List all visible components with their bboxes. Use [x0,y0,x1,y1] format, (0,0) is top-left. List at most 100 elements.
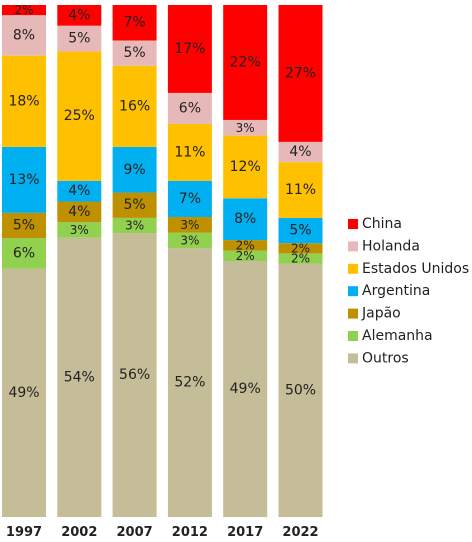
legend-label-estados-unidos: Estados Unidos [362,261,469,277]
bar-segment-japão-2012 [167,217,212,233]
category-label-2017: 2017 [227,525,263,540]
bar-segment-alemanha-2022 [278,253,323,264]
bar-segment-outros-2007 [112,233,157,517]
data-label: 7% [179,191,201,207]
data-label: 12% [230,159,261,175]
legend-swatch-holanda [348,241,358,252]
bar-segment-japão-2007 [112,192,157,218]
data-label: 4% [289,144,311,160]
data-label: 50% [285,382,316,398]
bar-segment-china-2007 [112,5,157,41]
bar-segment-alemanha-2002 [57,222,102,238]
category-label-2022: 2022 [282,525,318,540]
data-label: 3% [180,233,199,247]
category-label-2002: 2002 [61,525,97,540]
bar-segment-estados-unidos-2022 [278,162,323,218]
bar-segment-argentina-2017 [223,198,268,241]
bar-segment-alemanha-2017 [223,250,268,261]
bar-segment-outros-1997 [2,268,46,517]
data-label: 2% [291,251,310,265]
data-label: 3% [70,223,89,237]
legend-swatch-estados-unidos [348,263,358,274]
category-label-1997: 1997 [6,525,42,540]
legend: China Holanda Estados Unidos Argentina Japão… [348,216,469,366]
data-label: 16% [119,98,150,114]
data-label: 6% [13,245,35,261]
data-label: 8% [13,27,35,43]
data-label: 11% [174,144,205,160]
data-label: 54% [64,369,95,385]
data-label: 27% [285,65,316,81]
category-labels: 1997 2002 2007 2012 2017 2022 [6,525,319,540]
legend-swatch-alemanha [348,331,358,341]
data-label: 52% [174,375,205,391]
data-label: 56% [119,367,150,383]
bar-segment-argentina-2012 [167,180,212,218]
data-label: 4% [68,7,90,23]
data-label: 5% [68,31,90,47]
legend-label-outros: Outros [362,350,409,366]
bar-segment-alemanha-2007 [112,217,157,234]
bar-segment-estados-unidos-2012 [167,123,212,181]
bar-segment-japão-2022 [278,243,323,254]
bar-segment-estados-unidos-1997 [2,55,46,147]
bar-segment-argentina-2022 [278,217,323,244]
bar-segment-japão-2002 [57,201,102,223]
data-label: 11% [285,182,316,198]
data-label: 5% [123,197,145,213]
data-label: 25% [64,108,95,124]
bar-segment-japão-1997 [2,212,46,239]
data-label: 4% [68,204,90,220]
bar-segment-china-2002 [57,5,102,26]
legend-label-holanda: Holanda [362,238,420,254]
legend-label-japão: Japão [361,306,401,322]
legend-label-argentina: Argentina [362,283,430,299]
bar-segment-holanda-2002 [57,25,102,52]
legend-swatch-argentina [348,286,358,297]
legend-swatch-japão [348,308,358,319]
bar-segment-argentina-2007 [112,146,157,193]
data-label: 3% [236,121,255,135]
legend-swatch-china [348,219,358,229]
data-label: 4% [68,183,90,199]
bar-segment-outros-2022 [278,263,323,517]
data-label: 3% [125,219,144,233]
bar-segment-argentina-1997 [2,146,46,213]
bar-segment-estados-unidos-2007 [112,65,157,147]
bar-segment-china-2017 [223,5,268,120]
bar-segment-alemanha-2012 [167,232,212,249]
data-label: 49% [230,381,261,397]
bar-segment-alemanha-1997 [2,238,46,269]
data-label: 5% [289,223,311,239]
bars-group: 49% 6% 5% 13% 18% 8% 2% 54% 3% 4% 4% 25% 5% 4% 56% 3% 5%… [2,3,323,517]
category-label-2012: 2012 [172,525,208,540]
data-label: 18% [8,93,39,109]
data-label: 17% [174,41,205,57]
bar-segment-holanda-2017 [223,119,268,136]
bar-segment-holanda-2012 [167,92,212,124]
bar-segment-holanda-2022 [278,141,323,163]
data-label: 49% [8,385,39,401]
data-label: 2% [14,3,33,17]
bar-segment-outros-2017 [223,261,268,517]
bar-segment-outros-2012 [167,248,212,517]
data-label: 2% [236,238,255,252]
bar-segment-china-2022 [278,5,323,142]
data-label: 7% [123,15,145,31]
bar-segment-outros-2002 [57,237,102,517]
bar-segment-china-2012 [167,5,212,93]
data-label: 22% [230,54,261,70]
data-label: 8% [234,211,256,227]
legend-swatch-outros [348,353,358,364]
bar-segment-japão-2017 [223,240,268,251]
data-label: 6% [179,100,201,116]
data-label: 5% [123,45,145,61]
data-label: 2% [291,241,310,255]
category-label-2007: 2007 [117,525,153,540]
bar-segment-estados-unidos-2017 [223,135,268,199]
data-label: 3% [180,218,199,232]
data-label: 9% [123,162,145,178]
legend-label-china: China [362,216,402,232]
data-label: 13% [8,172,39,188]
